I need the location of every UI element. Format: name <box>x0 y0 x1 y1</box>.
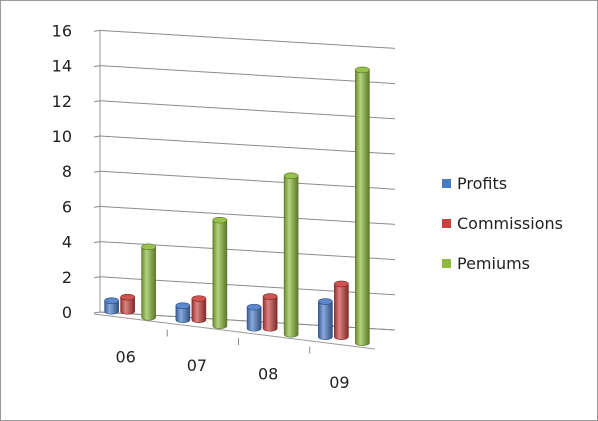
category-label-08: 08 <box>258 364 278 383</box>
category-label-07: 07 <box>187 356 207 375</box>
tick-mark-2 <box>93 276 101 279</box>
legend-item-commissions: Commissions <box>442 203 592 243</box>
y-tick-label-10: 10 <box>52 127 72 146</box>
gridline-10 <box>99 135 396 155</box>
tick-mark-8 <box>93 170 101 173</box>
bar-pemiums-07 <box>212 216 228 330</box>
y-tick-label-14: 14 <box>52 57 72 76</box>
legend-label-pemiums: Pemiums <box>457 253 531 273</box>
y-tick-label-8: 8 <box>62 162 72 181</box>
bar-pemiums-06 <box>141 243 156 321</box>
gridline-16 <box>99 29 396 49</box>
bar-commissions-08 <box>262 293 278 332</box>
category-label-09: 09 <box>329 373 349 392</box>
bar-commissions-06 <box>120 293 135 315</box>
tick-mark-4 <box>93 241 101 244</box>
bar-pemiums-08 <box>283 172 299 338</box>
floor-front-edge <box>93 313 376 350</box>
legend: Profits Commissions Pemiums <box>442 163 592 283</box>
bar-profits-07 <box>175 302 191 324</box>
gridline-6 <box>99 205 396 225</box>
legend-swatch-pemiums <box>442 258 451 268</box>
bar-commissions-07 <box>191 295 207 324</box>
gridline-8 <box>99 170 396 190</box>
y-tick-label-2: 2 <box>62 268 72 287</box>
gridline-14 <box>99 65 396 85</box>
legend-item-pemiums: Pemiums <box>442 243 592 283</box>
tick-mark-10 <box>93 135 101 138</box>
chart-walls <box>93 30 396 350</box>
tick-mark-16 <box>93 29 101 32</box>
tick-mark-14 <box>93 65 101 68</box>
bar-commissions-09 <box>334 280 349 341</box>
legend-label-profits: Profits <box>457 173 508 193</box>
legend-item-profits: Profits <box>442 163 592 203</box>
y-tick-label-12: 12 <box>52 92 72 111</box>
bar-profits-06 <box>104 297 119 315</box>
legend-label-commissions: Commissions <box>457 213 563 233</box>
y-tick-label-4: 4 <box>62 233 72 252</box>
tick-mark-6 <box>93 205 101 208</box>
bar-profits-09 <box>318 298 333 341</box>
bars <box>104 66 370 347</box>
bar-pemiums-09 <box>355 66 370 347</box>
legend-swatch-commissions <box>442 218 451 228</box>
gridlines <box>93 29 396 354</box>
bar-profits-08 <box>246 303 262 332</box>
x-axis-categories: 06 07 08 09 <box>115 347 349 392</box>
legend-swatch-profits <box>442 178 451 188</box>
y-tick-label-16: 16 <box>52 21 72 40</box>
tick-mark-0 <box>93 311 101 314</box>
gridline-12 <box>99 100 396 120</box>
y-tick-label-0: 0 <box>62 303 72 322</box>
category-label-06: 06 <box>115 347 135 366</box>
y-tick-label-6: 6 <box>62 197 72 216</box>
y-axis-ticks: 0 2 4 6 8 10 12 14 16 <box>52 21 72 322</box>
tick-mark-12 <box>93 100 101 103</box>
